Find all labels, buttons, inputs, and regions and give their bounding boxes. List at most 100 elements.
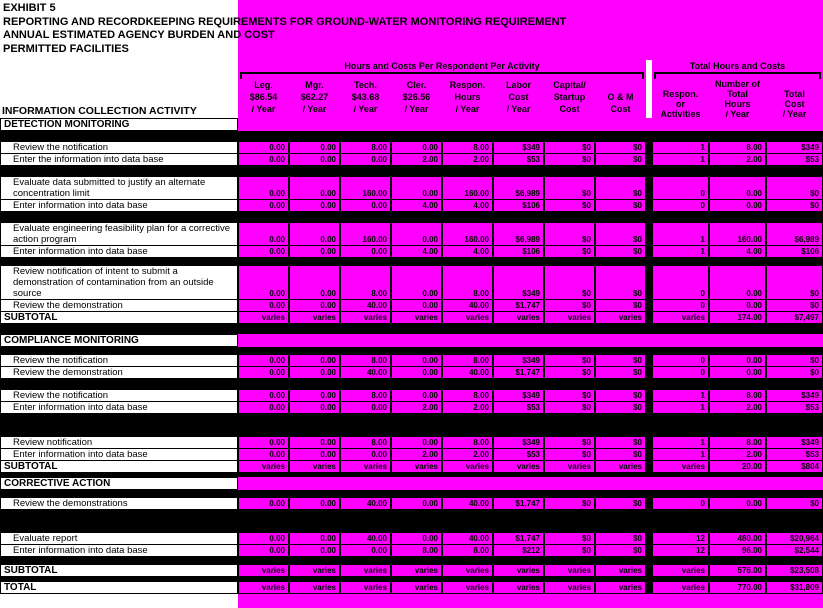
value-cell: $0 <box>595 532 646 545</box>
subtotal-row: SUBTOTAL varies varies varies varies varies va… <box>0 564 823 577</box>
value-cell: varies <box>652 460 709 473</box>
item-row: Review the demonstrations 0.00 0.00 40.00 0.… <box>0 497 823 510</box>
group-separator <box>646 176 652 200</box>
value-cell: varies <box>289 460 340 473</box>
group-separator <box>646 366 652 379</box>
value-cell: 2.00 <box>709 153 766 166</box>
value-cell: 0.00 <box>709 497 766 510</box>
section-row: DETECTION MONITORING <box>0 118 823 131</box>
value-cell: $2,544 <box>766 544 823 557</box>
group-separator <box>646 532 652 545</box>
value-cell: 0.00 <box>391 366 442 379</box>
value-cell: 4.00 <box>442 199 493 212</box>
separator-band <box>0 258 823 266</box>
value-cell: 0.00 <box>289 176 340 200</box>
value-cell: 0.00 <box>340 544 391 557</box>
value-cell: 0.00 <box>289 401 340 414</box>
value-cell: $0 <box>595 153 646 166</box>
value-cell: 1 <box>652 222 709 246</box>
separator-band <box>0 347 823 355</box>
value-cell: 0.00 <box>238 497 289 510</box>
row-label: TOTAL <box>0 581 238 594</box>
separator-band <box>0 510 823 533</box>
group-gap <box>646 60 652 119</box>
separator-band <box>0 324 823 335</box>
item-row: Review the demonstration 0.00 0.00 40.00 0.0… <box>0 366 823 379</box>
row-label: SUBTOTAL <box>0 460 238 473</box>
separator-band <box>0 577 823 582</box>
value-cell: 1 <box>652 245 709 258</box>
item-row: Enter information into data base 0.00 0.00… <box>0 199 823 212</box>
value-cell: 1 <box>652 153 709 166</box>
value-cell: 8.00 <box>391 544 442 557</box>
group-separator <box>646 299 652 312</box>
value-cell: 8.00 <box>442 544 493 557</box>
value-cell: 174.00 <box>709 311 766 324</box>
value-cell: $0 <box>544 366 595 379</box>
value-cell: varies <box>493 564 544 577</box>
value-cell: $0 <box>544 199 595 212</box>
group-separator <box>646 564 652 577</box>
group-separator <box>646 354 652 367</box>
item-row: Enter information into data base 0.00 0.00… <box>0 245 823 258</box>
group-separator <box>646 460 652 473</box>
row-label: Enter information into data base <box>0 401 238 414</box>
value-cell: $0 <box>595 199 646 212</box>
value-cell: 40.00 <box>442 497 493 510</box>
column-header: Total Hours / Year <box>724 89 751 119</box>
item-row: Enter information into data base 0.00 0.00… <box>0 401 823 414</box>
subtotal-row: SUBTOTAL varies varies varies varies varies va… <box>0 460 823 473</box>
group-separator <box>646 245 652 258</box>
per-respondent-group: Hours and Costs Per Respondent Per Activ… <box>238 60 646 119</box>
row-label: Enter the information into data base <box>0 153 238 166</box>
value-cell: 0.00 <box>340 199 391 212</box>
group-separator <box>646 544 652 557</box>
value-cell: $53 <box>766 401 823 414</box>
value-cell: 0.00 <box>238 436 289 449</box>
value-cell: 2.00 <box>442 401 493 414</box>
report-title: REPORTING AND RECORDKEEPING REQUIREMENTS… <box>3 15 567 28</box>
value-cell: 40.00 <box>340 366 391 379</box>
section-strip <box>238 118 823 131</box>
value-cell: 0.00 <box>289 222 340 246</box>
value-cell: $0 <box>595 544 646 557</box>
value-cell: $0 <box>595 245 646 258</box>
separator-band <box>0 557 823 565</box>
value-cell: 0.00 <box>238 222 289 246</box>
value-cell: varies <box>289 581 340 594</box>
value-cell: 8.00 <box>340 265 391 300</box>
value-cell: $106 <box>493 199 544 212</box>
value-cell: $31,809 <box>766 581 823 594</box>
value-cell: varies <box>595 581 646 594</box>
value-cell: $0 <box>766 366 823 379</box>
value-cell: $53 <box>493 401 544 414</box>
value-cell: 160.00 <box>709 222 766 246</box>
value-cell: 96.00 <box>709 544 766 557</box>
table-body: DETECTION MONITORING Review the notificat… <box>0 118 823 594</box>
value-cell: $6,989 <box>493 222 544 246</box>
value-cell: varies <box>391 581 442 594</box>
value-cell: varies <box>391 564 442 577</box>
value-cell: 0.00 <box>709 366 766 379</box>
value-cell: varies <box>340 564 391 577</box>
row-label: Evaluate data submitted to justify an al… <box>0 176 238 200</box>
value-cell: 770.00 <box>709 581 766 594</box>
group-separator <box>646 265 652 300</box>
value-cell: 2.00 <box>442 153 493 166</box>
separator-band <box>0 473 823 478</box>
value-cell: 160.00 <box>442 176 493 200</box>
value-cell: 0.00 <box>289 199 340 212</box>
value-cell: $0 <box>595 265 646 300</box>
value-cell: varies <box>289 564 340 577</box>
group2-columns: Respon. or Activities Total Hours / Year Total… <box>652 89 823 119</box>
activity-column-header: INFORMATION COLLECTION ACTIVITY <box>0 60 238 119</box>
value-cell: 0.00 <box>340 401 391 414</box>
value-cell: $804 <box>766 460 823 473</box>
value-cell: $53 <box>493 153 544 166</box>
value-cell: $0 <box>595 222 646 246</box>
value-cell: $6,989 <box>493 176 544 200</box>
value-cell: $0 <box>766 265 823 300</box>
separator-band <box>0 414 823 437</box>
value-cell: $0 <box>595 401 646 414</box>
value-cell: varies <box>340 460 391 473</box>
